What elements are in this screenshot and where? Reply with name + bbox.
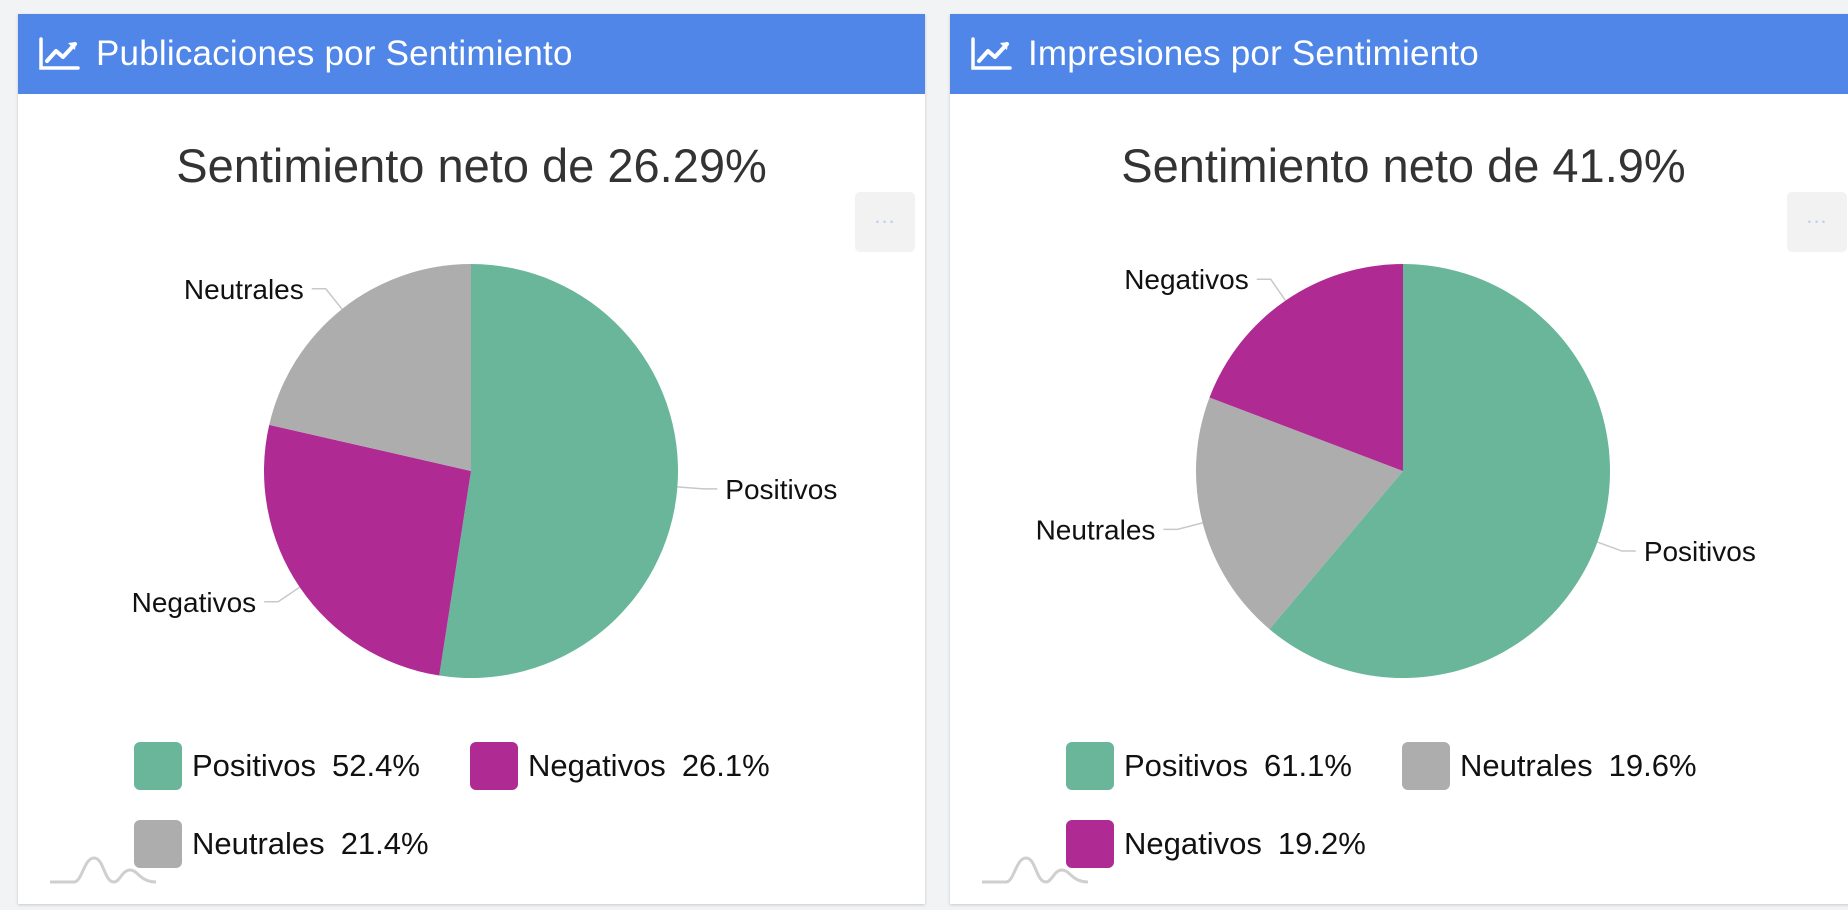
legend-label: Positivos bbox=[192, 748, 317, 783]
label-connector bbox=[1597, 541, 1636, 552]
panel-title: Impresiones por Sentimiento bbox=[1028, 34, 1479, 73]
pie-slice-negativos[interactable] bbox=[264, 424, 471, 676]
legend-value: 21.4% bbox=[340, 826, 429, 861]
pie-chart: Positivos Negativos Neutrales bbox=[132, 264, 837, 678]
panel-header: Impresiones por Sentimiento bbox=[950, 14, 1848, 94]
legend-item-neutrales[interactable]: Neutrales 19.6% bbox=[1401, 742, 1697, 790]
legend-swatch bbox=[1066, 742, 1114, 790]
brand-logo-icon bbox=[982, 856, 1089, 884]
legend-swatch bbox=[1066, 820, 1114, 868]
pie-slice-positivos[interactable] bbox=[1269, 264, 1610, 679]
impresiones-panel: Impresiones por Sentimiento Sentimiento … bbox=[950, 14, 1848, 904]
line-chart-icon bbox=[970, 37, 1012, 71]
slice-label-positivos: Positivos bbox=[1644, 536, 1756, 567]
legend-label: Neutrales bbox=[192, 826, 325, 861]
pie-slice-neutrales[interactable] bbox=[1196, 397, 1403, 630]
chart-title: Sentimiento neto de 26.29% bbox=[176, 139, 767, 192]
pie-slice-negativos[interactable] bbox=[1209, 264, 1403, 471]
chart-legend: Positivos 61.1% Neutrales 19.6% Negativos 19.… bbox=[1066, 742, 1806, 868]
legend-value: 61.1% bbox=[1264, 748, 1352, 783]
legend-item-positivos[interactable]: Positivos 52.4% bbox=[134, 742, 420, 790]
panel-header: Publicaciones por Sentimiento bbox=[18, 14, 925, 94]
slice-label-negativos: Negativos bbox=[1124, 264, 1249, 295]
line-chart-icon bbox=[38, 37, 80, 71]
legend-label: Positivos bbox=[1124, 748, 1249, 783]
legend-item-negativos[interactable]: Negativos 19.2% bbox=[1066, 820, 1366, 868]
slice-label-neutrales: Neutrales bbox=[1036, 514, 1156, 545]
legend-value: 19.6% bbox=[1608, 748, 1697, 783]
label-connector bbox=[264, 586, 301, 603]
legend-swatch bbox=[134, 742, 182, 790]
legend-swatch bbox=[134, 820, 182, 868]
slice-label-positivos: Positivos bbox=[725, 474, 837, 505]
publicaciones-panel: Publicaciones por Sentimiento Sentimient… bbox=[18, 14, 925, 904]
brand-logo-icon bbox=[50, 856, 157, 884]
legend-value: 19.2% bbox=[1277, 826, 1366, 861]
chart-legend: Positivos 52.4% Negativos 26.1% Neutrales 21.… bbox=[134, 742, 874, 868]
pie-chart: Positivos Neutrales Negativos bbox=[1036, 264, 1756, 679]
panel-title: Publicaciones por Sentimiento bbox=[96, 34, 573, 73]
legend-label: Negativos bbox=[527, 748, 666, 783]
chart-title: Sentimiento neto de 41.9% bbox=[1121, 139, 1686, 192]
legend-label: Neutrales bbox=[1459, 748, 1593, 783]
legend-swatch bbox=[469, 742, 518, 790]
label-connector bbox=[311, 288, 343, 310]
label-connector bbox=[1163, 522, 1203, 531]
pie-slice-neutrales[interactable] bbox=[269, 264, 471, 471]
slice-label-negativos: Negativos bbox=[132, 587, 257, 618]
label-connector bbox=[677, 486, 718, 490]
legend-item-negativos[interactable]: Negativos 26.1% bbox=[469, 742, 770, 790]
slice-label-neutrales: Neutrales bbox=[184, 274, 304, 305]
chart-menu-button[interactable]: ... bbox=[855, 192, 915, 252]
legend-value: 26.1% bbox=[681, 748, 770, 783]
chart-menu-button[interactable]: ... bbox=[1787, 192, 1847, 252]
label-connector bbox=[1256, 278, 1287, 302]
pie-slice-positivos[interactable] bbox=[439, 264, 679, 678]
legend-item-positivos[interactable]: Positivos 61.1% bbox=[1066, 742, 1352, 790]
legend-value: 52.4% bbox=[332, 748, 420, 783]
legend-item-neutrales[interactable]: Neutrales 21.4% bbox=[134, 820, 429, 868]
legend-label: Negativos bbox=[1124, 826, 1262, 861]
legend-swatch bbox=[1401, 742, 1450, 790]
